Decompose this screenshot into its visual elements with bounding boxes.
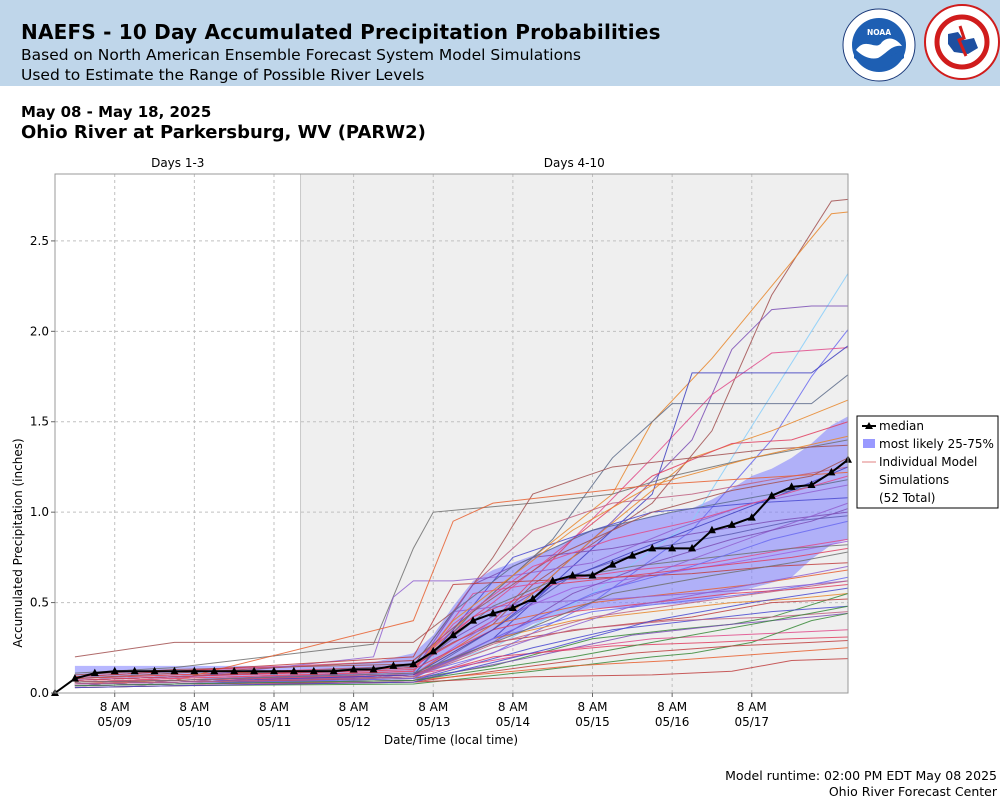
median-marker <box>449 630 458 639</box>
y-tick-label: 2.0 <box>30 324 49 338</box>
x-tick-date-label: 05/10 <box>177 715 212 729</box>
period-shade <box>300 174 848 693</box>
median-marker <box>727 520 736 528</box>
median-marker <box>409 659 418 668</box>
median-marker <box>230 666 239 675</box>
y-tick-label: 1.5 <box>30 415 49 429</box>
median-marker <box>110 666 119 675</box>
median-marker <box>508 603 517 612</box>
x-tick-date-label: 05/16 <box>655 715 690 729</box>
simulation-line <box>74 562 849 678</box>
x-tick-time-label: 8 AM <box>578 700 608 714</box>
legend-median-label: median <box>879 419 924 433</box>
x-tick-date-label: 05/12 <box>336 715 371 729</box>
median-marker <box>210 666 219 675</box>
simulation-line <box>74 484 849 683</box>
median-marker <box>528 594 537 602</box>
location-title: Ohio River at Parkersburg, WV (PARW2) <box>21 122 426 143</box>
forecast-center: Ohio River Forecast Center <box>828 784 997 799</box>
y-tick-label: 0.0 <box>30 686 49 700</box>
y-tick-label: 2.5 <box>30 234 49 248</box>
legend-median-marker <box>865 422 873 429</box>
legend-band-swatch <box>863 439 875 448</box>
x-tick-date-label: 05/17 <box>734 715 769 729</box>
simulation-line <box>74 605 849 687</box>
legend-simulation-label: Individual Model Simulations (52 Total) <box>879 455 981 505</box>
simulation-line <box>74 551 849 683</box>
chart-legend: median most likely 25-75% Individual Mod… <box>856 415 999 509</box>
median-marker <box>70 674 79 682</box>
period-label: Days 1-3 <box>151 156 204 170</box>
median-marker <box>628 551 637 559</box>
x-tick-time-label: 8 AM <box>100 700 130 714</box>
median-marker <box>807 480 816 489</box>
median-marker <box>329 666 338 675</box>
median-marker <box>190 666 199 675</box>
median-marker <box>688 543 697 552</box>
legend-box <box>856 415 999 509</box>
median-marker <box>170 666 179 675</box>
header-banner: NAEFS - 10 Day Accumulated Precipitation… <box>0 0 1000 86</box>
date-range: May 08 - May 18, 2025 <box>21 103 212 121</box>
x-tick-time-label: 8 AM <box>339 700 369 714</box>
x-tick-time-label: 8 AM <box>657 700 687 714</box>
median-marker <box>90 668 99 677</box>
median-marker <box>469 616 478 624</box>
svg-text:NOAA: NOAA <box>867 28 891 37</box>
simulation-line <box>74 439 849 674</box>
legend-band-label: most likely 25-75% <box>879 437 994 451</box>
median-marker <box>130 666 139 675</box>
precipitation-chart: Days 1-3 Days 4-10 0.0 0.5 1.0 1.5 2.0 2.5 8 A… <box>11 156 999 747</box>
x-tick-time-label: 8 AM <box>498 700 528 714</box>
median-marker <box>707 525 716 534</box>
x-tick-time-label: 8 AM <box>737 700 767 714</box>
plot-area-frame <box>54 173 849 694</box>
median-marker <box>767 491 776 499</box>
median-marker <box>488 608 497 617</box>
x-tick-date-label: 05/13 <box>416 715 451 729</box>
y-axis-label: Accumulated Precipitation (inches) <box>11 438 25 647</box>
median-marker <box>429 646 438 655</box>
noaa-logo: NOAA <box>842 8 916 82</box>
model-runtime: Model runtime: 02:00 PM EDT May 08 2025 <box>725 768 997 783</box>
median-marker <box>568 570 577 579</box>
median-marker <box>250 666 259 675</box>
median-marker <box>269 666 278 675</box>
median-marker <box>150 666 159 675</box>
median-marker <box>349 664 358 673</box>
median-marker <box>787 482 796 490</box>
simulation-line <box>74 444 849 658</box>
x-tick-date-label: 05/14 <box>496 715 531 729</box>
y-tick-label: 0.5 <box>30 596 49 610</box>
page-subtitle-1: Based on North American Ensemble Forecas… <box>21 46 581 64</box>
median-marker <box>389 661 398 669</box>
simulation-line <box>74 475 849 683</box>
x-tick-date-label: 05/09 <box>97 715 132 729</box>
simulation-line <box>74 471 849 685</box>
median-marker <box>648 543 657 552</box>
nws-logo <box>924 4 1000 80</box>
x-tick-time-label: 8 AM <box>259 700 289 714</box>
median-marker <box>747 513 756 521</box>
y-tick-label: 1.0 <box>30 505 49 519</box>
median-marker <box>668 543 677 552</box>
median-marker <box>309 666 318 675</box>
x-axis-label: Date/Time (local time) <box>384 733 518 747</box>
simulation-line <box>74 587 849 689</box>
median-marker <box>289 666 298 675</box>
page-subtitle-2: Used to Estimate the Range of Possible R… <box>21 66 425 84</box>
x-tick-date-label: 05/11 <box>257 715 292 729</box>
simulation-line <box>74 612 849 689</box>
period-label: Days 4-10 <box>544 156 605 170</box>
median-marker <box>827 467 836 476</box>
page-title: NAEFS - 10 Day Accumulated Precipitation… <box>21 20 661 44</box>
median-marker <box>608 560 617 568</box>
x-tick-time-label: 8 AM <box>418 700 448 714</box>
median-marker <box>588 570 597 579</box>
median-marker <box>369 664 378 673</box>
x-tick-date-label: 05/15 <box>575 715 610 729</box>
x-tick-time-label: 8 AM <box>179 700 209 714</box>
simulation-line <box>74 580 849 685</box>
median-marker <box>548 576 557 584</box>
